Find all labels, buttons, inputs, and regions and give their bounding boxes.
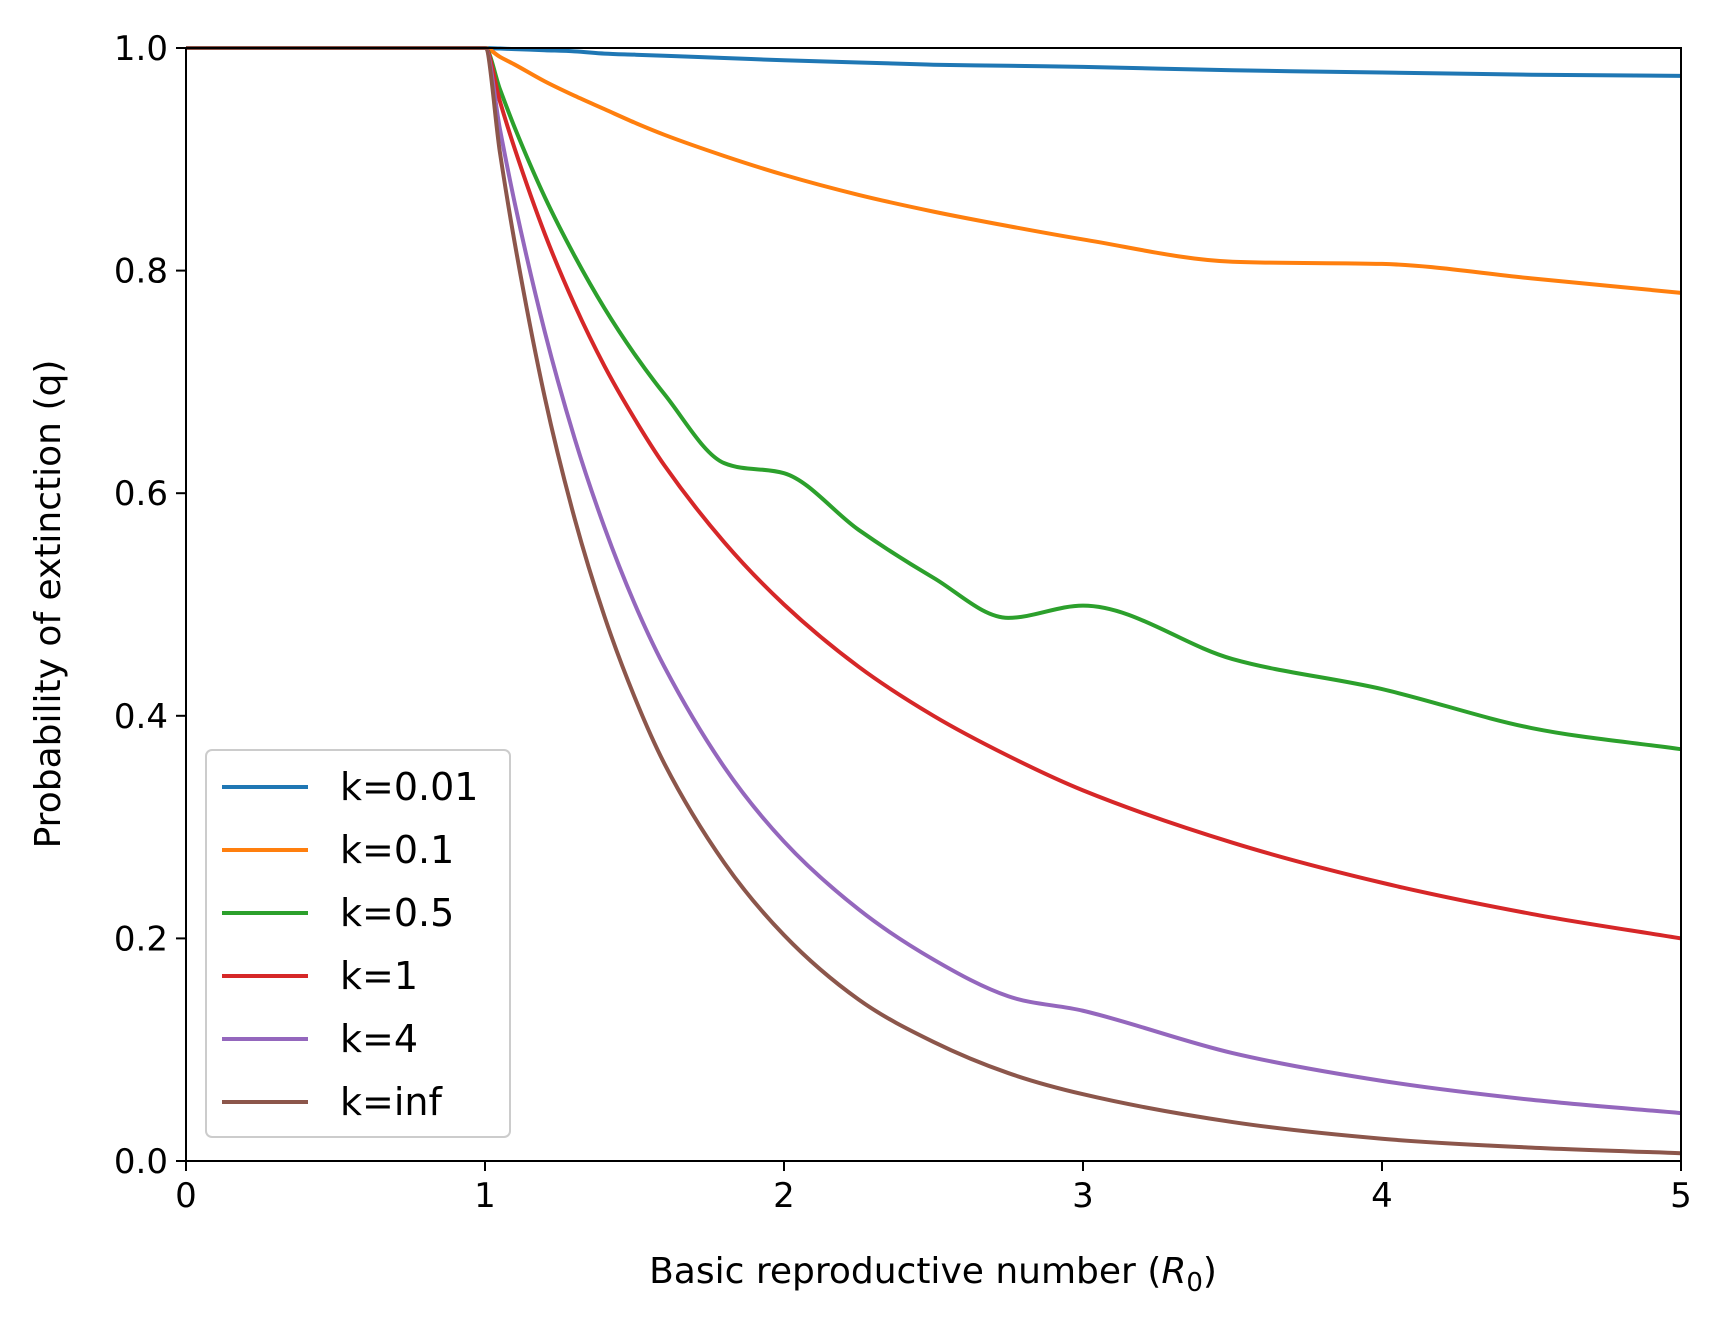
plot-frame	[185, 47, 1682, 1162]
legend-label: k=0.01	[340, 765, 478, 809]
x-tick-label: 2	[773, 1176, 795, 1216]
x-tick-label: 3	[1072, 1176, 1094, 1216]
legend: k=0.01 k=0.1 k=0.5 k=1 k=4 k=inf	[205, 749, 511, 1138]
legend-label: k=0.5	[340, 891, 454, 935]
x-axis-label: Basic reproductive number (R0)	[649, 1251, 1217, 1298]
y-axis-label: Probability of extinction (q)	[28, 360, 69, 849]
x-tick-label: 4	[1371, 1176, 1393, 1216]
y-tick-label: 0.8	[114, 252, 168, 292]
legend-label: k=0.1	[340, 828, 454, 872]
x-tick-label: 1	[474, 1176, 496, 1216]
x-axis: 0 1 2 3 4 5	[175, 1161, 1692, 1216]
legend-label: k=1	[340, 954, 418, 998]
y-tick-label: 0.0	[114, 1142, 168, 1182]
y-axis: 0.0 0.2 0.4 0.6 0.8 1.0	[114, 29, 186, 1182]
legend-label: k=4	[340, 1017, 418, 1061]
x-tick-label: 0	[175, 1176, 197, 1216]
x-tick-label: 5	[1670, 1176, 1692, 1216]
y-tick-label: 0.2	[114, 919, 168, 959]
y-tick-label: 0.4	[114, 697, 168, 737]
y-tick-label: 1.0	[114, 29, 168, 69]
legend-label: k=inf	[340, 1080, 443, 1124]
y-tick-label: 0.6	[114, 474, 168, 514]
